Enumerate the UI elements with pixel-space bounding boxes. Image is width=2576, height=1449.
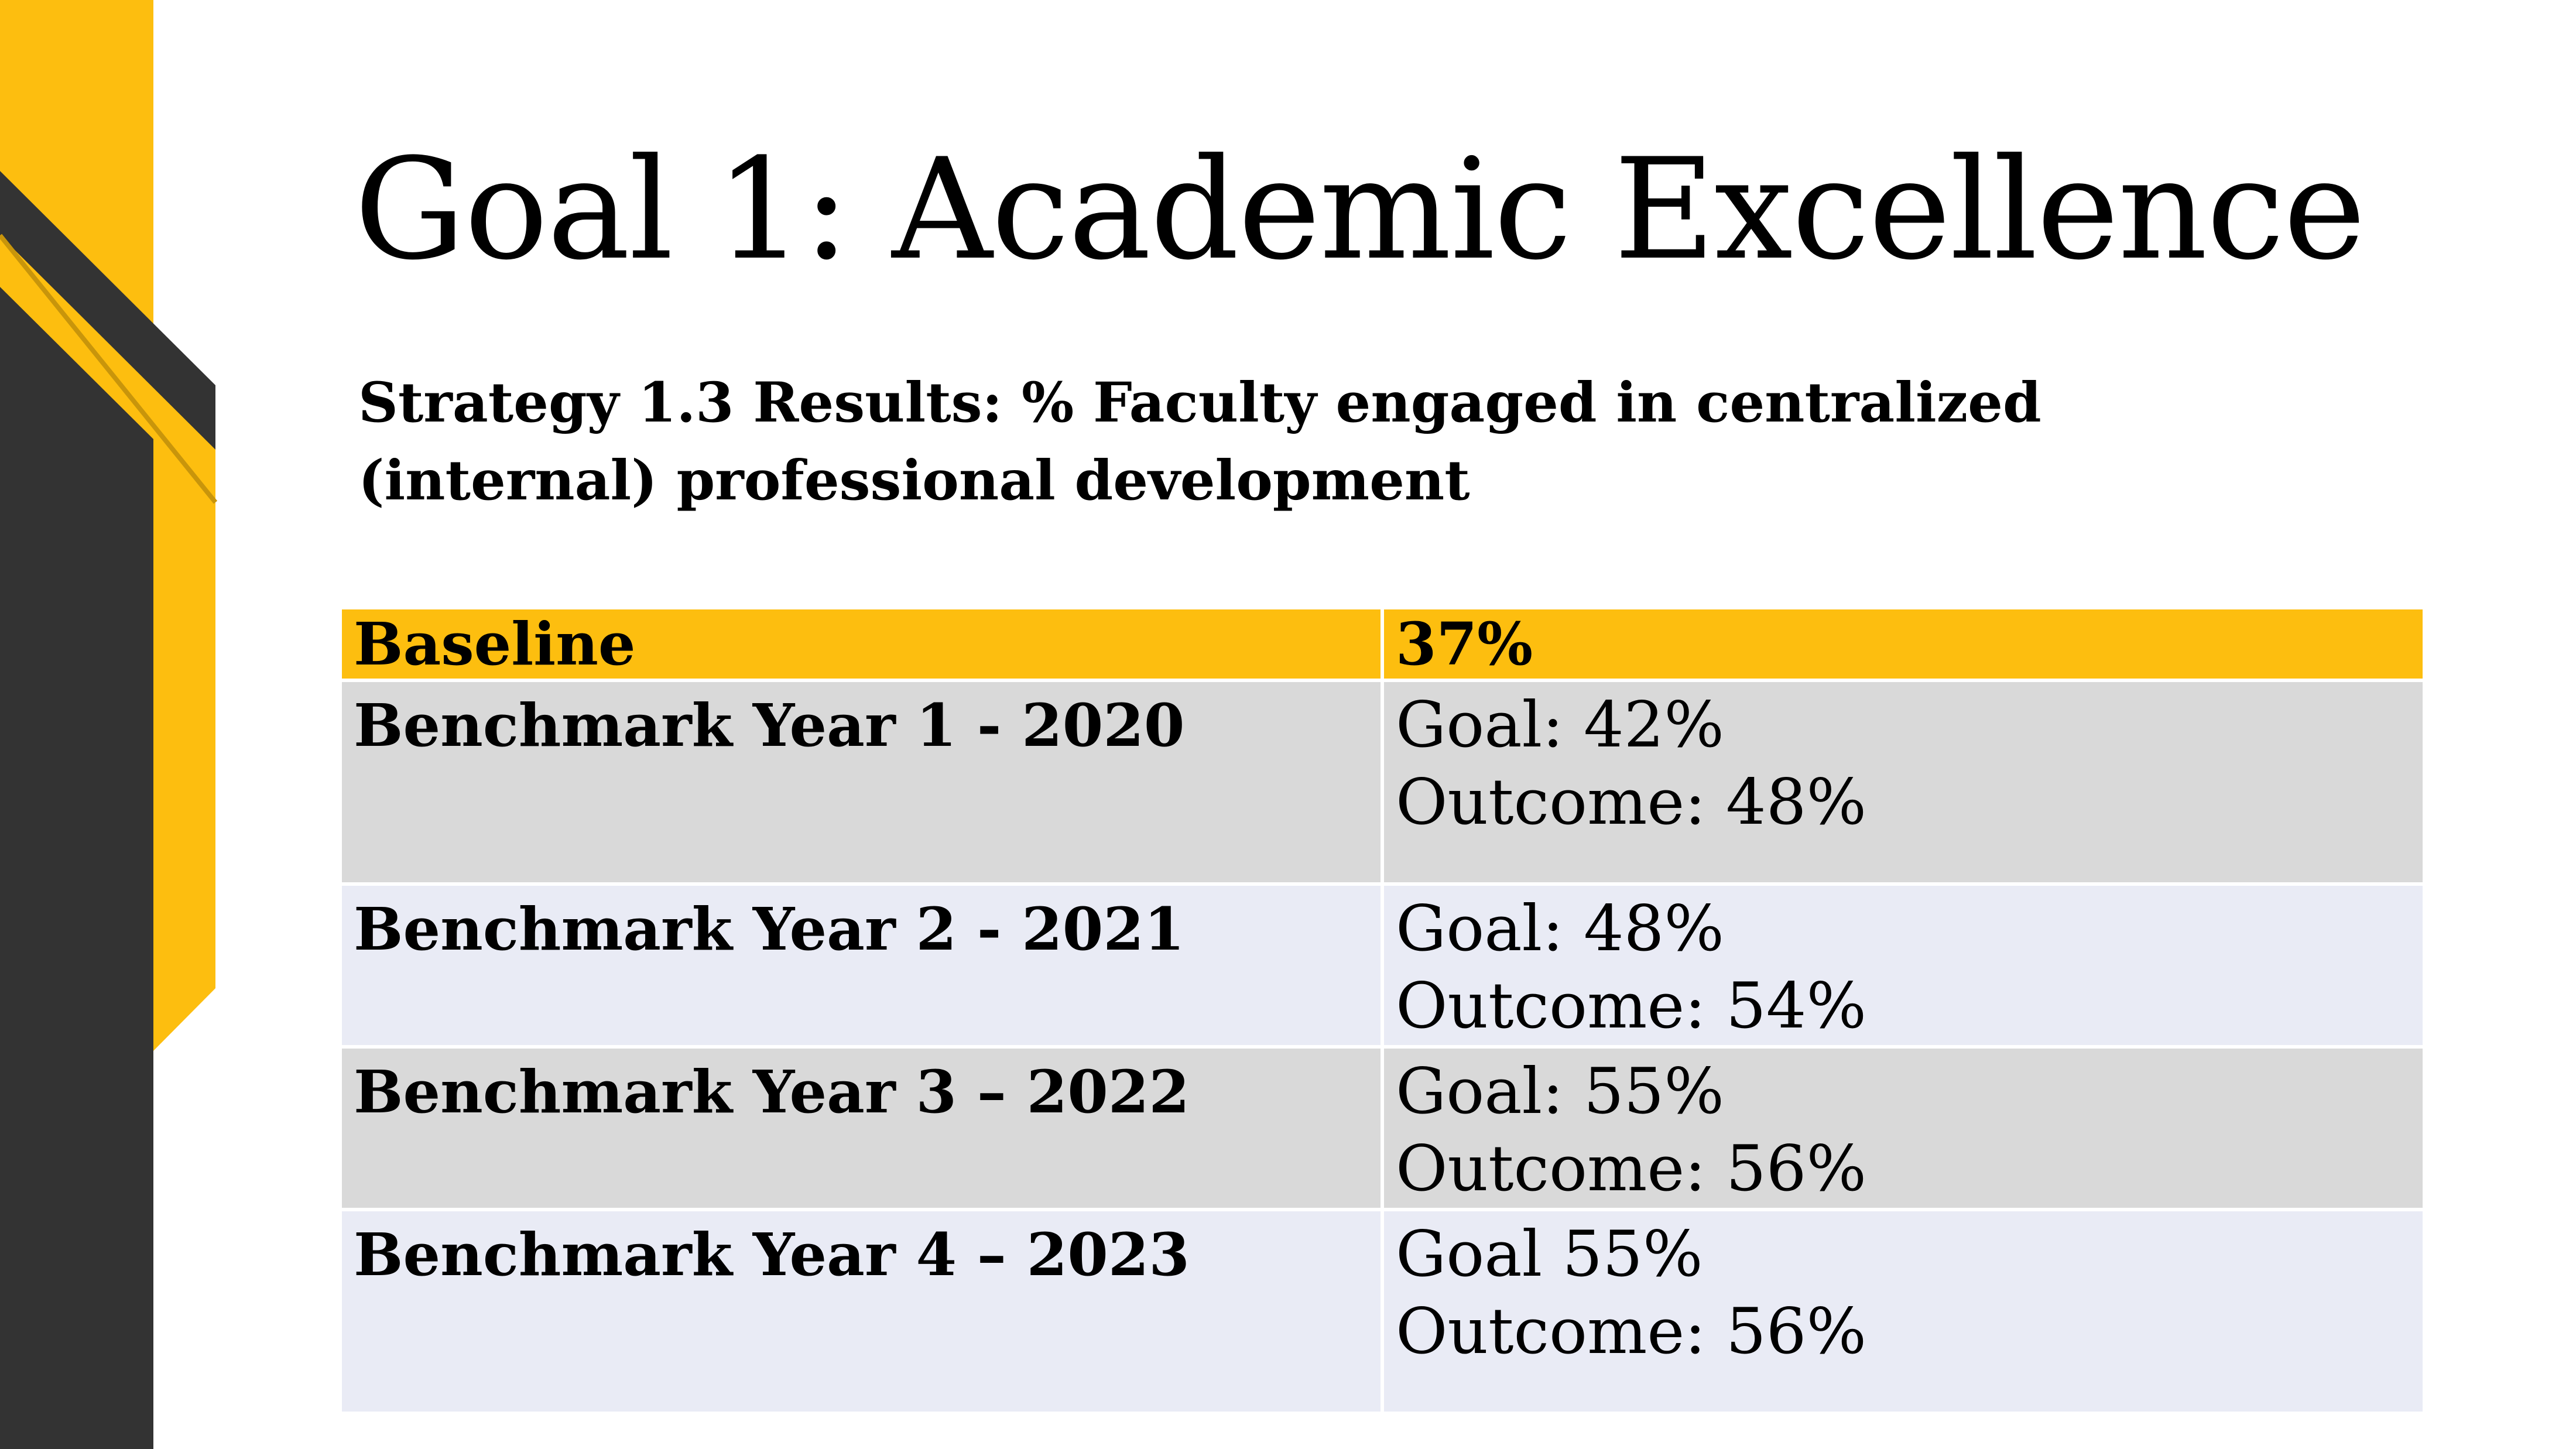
benchmark-label: Benchmark Year 1 - 2020 — [338, 679, 1384, 886]
baseline-value: 37% — [1381, 606, 2426, 682]
dark-diagonal-stripe — [0, 171, 215, 450]
benchmark-label: Benchmark Year 2 - 2021 — [338, 882, 1384, 1049]
goal-value: Goal: 55% — [1396, 1055, 1724, 1128]
table-row: Benchmark Year 3 – 2022 Goal: 55% Outcom… — [338, 1045, 2426, 1211]
benchmark-label: Benchmark Year 4 – 2023 — [338, 1208, 1384, 1415]
gold-accent-line — [0, 234, 218, 504]
benchmark-values: Goal: 42% Outcome: 48% — [1381, 679, 2426, 886]
outcome-value: Outcome: 48% — [1396, 766, 1867, 839]
benchmark-label: Benchmark Year 3 – 2022 — [338, 1045, 1384, 1211]
slide-subtitle: Strategy 1.3 Results: % Faculty engaged … — [358, 371, 2041, 513]
outcome-value: Outcome: 56% — [1396, 1132, 1867, 1205]
baseline-label: Baseline — [338, 606, 1384, 682]
goal-value: Goal: 48% — [1396, 892, 1724, 965]
dark-band — [0, 287, 153, 1449]
goal-value: Goal 55% — [1396, 1218, 1703, 1291]
table-row: Benchmark Year 1 - 2020 Goal: 42% Outcom… — [338, 679, 2426, 886]
goal-value: Goal: 42% — [1396, 688, 1724, 762]
decorative-side-band — [0, 0, 218, 1449]
table-header-row: Baseline 37% — [338, 606, 2426, 682]
table-row: Benchmark Year 2 - 2021 Goal: 48% Outcom… — [338, 882, 2426, 1049]
outcome-value: Outcome: 56% — [1396, 1295, 1867, 1368]
results-table: Baseline 37% Benchmark Year 1 - 2020 Goa… — [338, 606, 2426, 1415]
table-row: Benchmark Year 4 – 2023 Goal 55% Outcome… — [338, 1208, 2426, 1415]
yellow-chevron — [153, 328, 215, 1051]
benchmark-values: Goal 55% Outcome: 56% — [1381, 1208, 2426, 1415]
slide-title: Goal 1: Academic Excellence — [354, 129, 2366, 291]
benchmark-values: Goal: 55% Outcome: 56% — [1381, 1045, 2426, 1211]
benchmark-values: Goal: 48% Outcome: 54% — [1381, 882, 2426, 1049]
outcome-value: Outcome: 54% — [1396, 970, 1867, 1043]
